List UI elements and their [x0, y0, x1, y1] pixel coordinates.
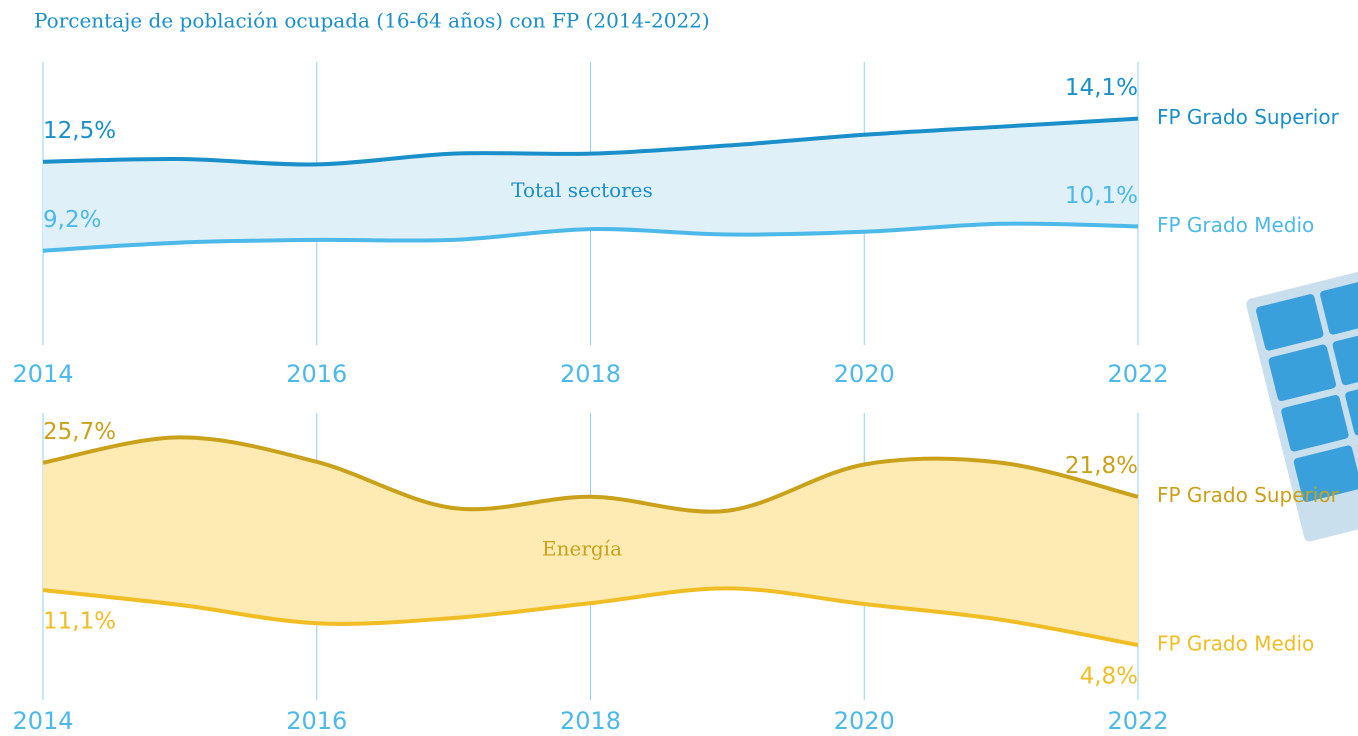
x-tick-label: 2020: [834, 707, 895, 735]
panel-label: Total sectores: [511, 178, 653, 202]
value-label: 14,1%: [1065, 75, 1138, 101]
value-label: 9,2%: [43, 207, 101, 233]
legend-entry: FP Grado Superior: [1157, 483, 1340, 507]
x-tick-label: 2014: [12, 707, 73, 735]
x-tick-label: 2014: [12, 360, 73, 388]
value-label: 4,8%: [1080, 664, 1138, 690]
legend-entry: FP Grado Superior: [1157, 105, 1340, 129]
chart: Porcentaje de población ocupada (16-64 a…: [0, 0, 1358, 736]
x-tick-label: 2020: [834, 360, 895, 388]
legend-entry: FP Grado Medio: [1157, 632, 1314, 656]
value-label: 11,1%: [43, 609, 116, 635]
x-tick-label: 2018: [560, 360, 621, 388]
panel-label: Energía: [542, 536, 622, 560]
x-tick-label: 2016: [286, 360, 347, 388]
value-label: 25,7%: [43, 419, 116, 445]
value-label: 21,8%: [1065, 453, 1138, 479]
x-tick-label: 2022: [1107, 360, 1168, 388]
legend-entry: FP Grado Medio: [1157, 213, 1314, 237]
x-tick-label: 2018: [560, 707, 621, 735]
page: Porcentaje de población ocupada (16-64 a…: [0, 0, 1358, 736]
value-label: 12,5%: [43, 118, 116, 144]
x-tick-label: 2022: [1107, 707, 1168, 735]
value-label: 10,1%: [1065, 183, 1138, 209]
x-tick-label: 2016: [286, 707, 347, 735]
chart-title: Porcentaje de población ocupada (16-64 a…: [34, 9, 710, 33]
